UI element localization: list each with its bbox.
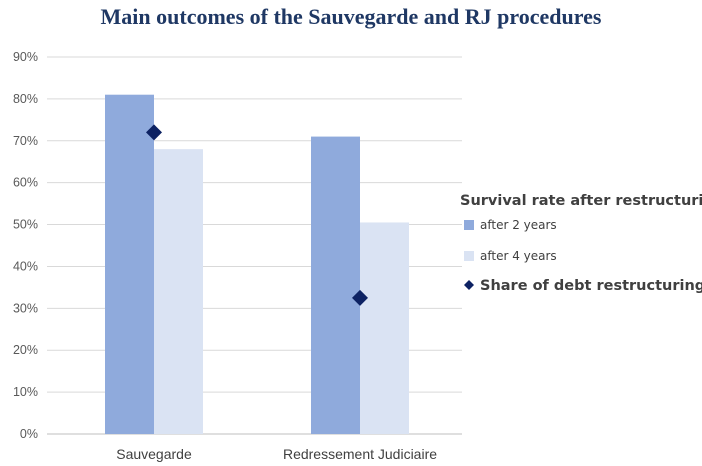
bar-after-2-years (105, 94, 154, 434)
y-tick-label: 0% (20, 427, 38, 441)
y-tick-label: 70% (13, 134, 38, 148)
y-tick-label: 60% (13, 176, 38, 190)
markers (146, 124, 368, 306)
bar-after-4-years (360, 222, 409, 434)
y-tick-label: 80% (13, 92, 38, 106)
legend-label: Share of debt restructuring (480, 278, 702, 294)
bars (105, 94, 409, 435)
y-tick-label: 20% (13, 343, 38, 357)
x-axis-categories: Sauvegarde Redressement Judiciaire (116, 446, 437, 462)
y-tick-label: 30% (13, 301, 38, 315)
y-tick-label: 10% (13, 385, 38, 399)
legend-label: after 2 years (480, 218, 557, 232)
y-tick-label: 50% (13, 218, 38, 232)
chart-title: Main outcomes of the Sauvegarde and RJ p… (100, 4, 602, 29)
y-axis-ticks: 0% 10% 20% 30% 40% 50% 60% 70% 80% 90% (13, 50, 38, 441)
x-category-label: Redressement Judiciaire (283, 446, 437, 462)
y-tick-label: 90% (13, 50, 38, 64)
bar-after-4-years (154, 149, 203, 434)
legend-diamond-icon (464, 280, 474, 290)
marker-debt-restructuring (146, 124, 162, 141)
legend-swatch (464, 251, 474, 261)
legend-swatch (464, 220, 474, 230)
marker-debt-restructuring (352, 289, 368, 306)
legend-title: Survival rate after restructuring (460, 193, 702, 209)
x-category-label: Sauvegarde (116, 446, 192, 462)
bar-after-2-years (311, 136, 360, 435)
legend: Survival rate after restructuring after 2… (460, 193, 702, 294)
y-tick-label: 40% (13, 259, 38, 273)
legend-label: after 4 years (480, 249, 557, 263)
